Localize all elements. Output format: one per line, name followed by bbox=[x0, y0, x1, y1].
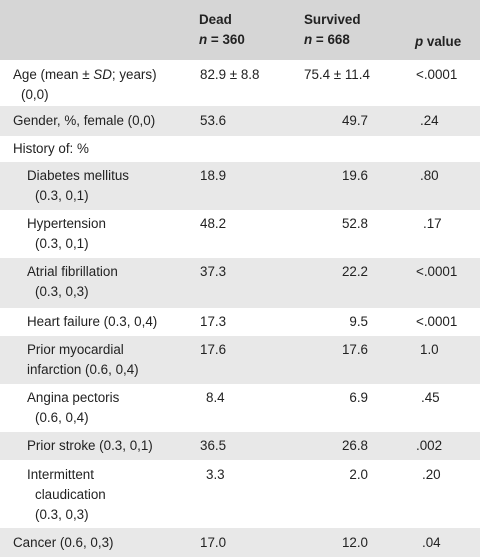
cell-dead: 18.9 bbox=[200, 168, 227, 183]
table-row: Intermittent claudication (0.3, 0,3) 3.3… bbox=[0, 460, 480, 528]
cell-p: <.0001 bbox=[416, 67, 458, 82]
cell-survived: 22.2 bbox=[341, 264, 368, 279]
table-row: Age (mean ± SD; years) (0,0) 82.9 ± 8.8 … bbox=[0, 60, 480, 106]
cell-dead: 36.5 bbox=[200, 438, 227, 453]
cell-survived: 12.0 bbox=[341, 535, 368, 550]
cell-dead: 17.0 bbox=[200, 535, 227, 550]
table-row: Diabetes mellitus (0.3, 0,1) 18.9 19.6 .… bbox=[0, 162, 480, 210]
cell-survived: 19.6 bbox=[341, 168, 368, 183]
table-row: Angina pectoris (0.6, 0,4) 8.4 6.9 .45 bbox=[0, 384, 480, 432]
cell-dead: 17.3 bbox=[200, 314, 227, 329]
cell-dead: 48.2 bbox=[200, 216, 227, 231]
table-row: Prior stroke (0.3, 0,1) 36.5 26.8 .002 bbox=[0, 432, 480, 460]
header-dead-n: n = 360 bbox=[199, 32, 245, 47]
row-label: History of: % bbox=[13, 141, 89, 156]
cell-p: .17 bbox=[423, 216, 442, 231]
table-row: Hypertension (0.3, 0,1) 48.2 52.8 .17 bbox=[0, 210, 480, 258]
cell-survived: 75.4 ± 11.4 bbox=[304, 67, 370, 82]
cell-dead: 17.6 bbox=[200, 342, 227, 357]
row-label: Gender, %, female (0,0) bbox=[13, 113, 156, 128]
row-label: Intermittent claudication (0.3, 0,3) bbox=[27, 467, 106, 522]
row-label: Cancer (0.6, 0,3) bbox=[13, 535, 114, 550]
cell-survived: 9.5 bbox=[349, 314, 368, 329]
header-survived: Survived n = 668 bbox=[304, 10, 361, 50]
cell-dead: 82.9 ± 8.8 bbox=[200, 67, 260, 82]
table-row: Prior myocardial infarction (0.6, 0,4) 1… bbox=[0, 336, 480, 384]
cell-survived: 26.8 bbox=[341, 438, 368, 453]
row-label: Angina pectoris (0.6, 0,4) bbox=[27, 390, 120, 425]
table-header: Dead n = 360 Survived n = 668 p value bbox=[0, 0, 480, 60]
row-label: Diabetes mellitus (0.3, 0,1) bbox=[27, 168, 129, 203]
header-dead-title: Dead bbox=[199, 12, 232, 27]
cell-p: 1.0 bbox=[420, 342, 439, 357]
row-label: Age (mean ± SD; years) (0,0) bbox=[13, 67, 157, 102]
header-survived-title: Survived bbox=[304, 12, 361, 27]
cell-survived: 17.6 bbox=[341, 342, 368, 357]
row-label: Prior myocardial infarction (0.6, 0,4) bbox=[27, 342, 139, 377]
table-row: Cancer (0.6, 0,3) 17.0 12.0 .04 bbox=[0, 528, 480, 557]
row-label: Prior stroke (0.3, 0,1) bbox=[27, 438, 153, 453]
table-row: Atrial fibrillation (0.3, 0,3) 37.3 22.2… bbox=[0, 258, 480, 308]
table-row: History of: % bbox=[0, 136, 480, 162]
cell-survived: 49.7 bbox=[341, 113, 368, 128]
cell-p: <.0001 bbox=[416, 264, 458, 279]
cell-survived: 6.9 bbox=[349, 390, 368, 405]
cell-dead: 8.4 bbox=[206, 390, 225, 405]
header-dead: Dead n = 360 bbox=[199, 10, 245, 50]
cell-p: .04 bbox=[422, 535, 441, 550]
table-row: Heart failure (0.3, 0,4) 17.3 9.5 <.0001 bbox=[0, 308, 480, 336]
cell-p: <.0001 bbox=[416, 314, 458, 329]
cell-dead: 37.3 bbox=[200, 264, 227, 279]
cell-p: .002 bbox=[416, 438, 443, 453]
cell-p: .45 bbox=[421, 390, 440, 405]
row-label: Hypertension (0.3, 0,1) bbox=[27, 216, 106, 251]
cell-p: .24 bbox=[420, 113, 439, 128]
cell-p: .20 bbox=[422, 467, 441, 482]
cell-p: .80 bbox=[420, 168, 439, 183]
cell-dead: 53.6 bbox=[200, 113, 227, 128]
cell-survived: 2.0 bbox=[349, 467, 368, 482]
cell-survived: 52.8 bbox=[341, 216, 368, 231]
header-p-value: p value bbox=[415, 34, 462, 49]
table-row: Gender, %, female (0,0) 53.6 49.7 .24 bbox=[0, 106, 480, 136]
header-survived-n: n = 668 bbox=[304, 32, 350, 47]
cell-dead: 3.3 bbox=[206, 467, 225, 482]
row-label: Heart failure (0.3, 0,4) bbox=[27, 314, 158, 329]
row-label: Atrial fibrillation (0.3, 0,3) bbox=[27, 264, 118, 299]
